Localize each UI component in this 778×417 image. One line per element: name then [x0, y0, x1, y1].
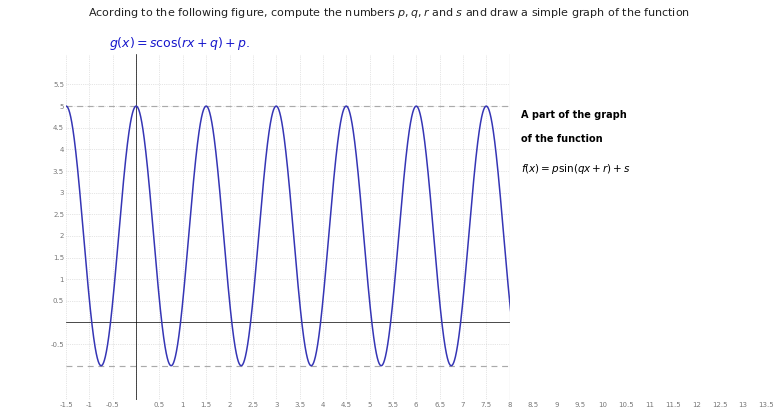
Bar — [510, 54, 766, 400]
Text: $f(x) = p\sin(qx + r) + s$: $f(x) = p\sin(qx + r) + s$ — [521, 162, 631, 176]
Text: A part of the graph: A part of the graph — [521, 111, 627, 121]
Text: of the function: of the function — [521, 134, 603, 144]
Text: Acording to the following figure, compute the numbers $p, q, r$ and $s$ and draw: Acording to the following figure, comput… — [88, 6, 690, 20]
Text: $g(x) = s\cos(rx + q) + p.$: $g(x) = s\cos(rx + q) + p.$ — [109, 35, 251, 53]
